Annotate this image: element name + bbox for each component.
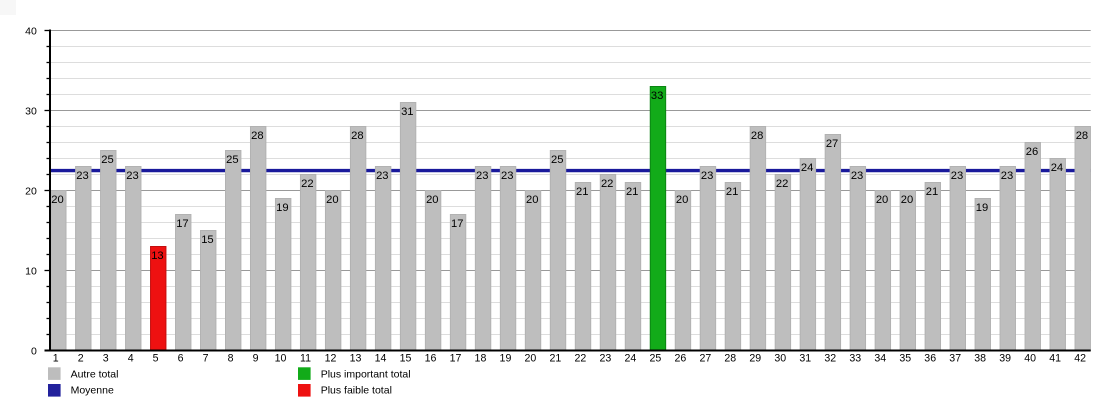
- svg-text:30: 30: [774, 353, 786, 365]
- svg-text:25: 25: [101, 154, 113, 166]
- svg-text:10: 10: [275, 353, 287, 365]
- svg-text:42: 42: [1074, 353, 1086, 365]
- svg-text:28: 28: [724, 353, 736, 365]
- svg-text:13: 13: [350, 353, 362, 365]
- svg-text:20: 20: [676, 194, 688, 206]
- svg-text:22: 22: [575, 353, 587, 365]
- svg-text:39: 39: [999, 353, 1011, 365]
- svg-text:1: 1: [53, 353, 59, 365]
- svg-text:27: 27: [826, 138, 838, 150]
- svg-text:22: 22: [601, 178, 613, 190]
- svg-text:21: 21: [576, 186, 588, 198]
- svg-text:17: 17: [176, 218, 188, 230]
- svg-text:15: 15: [201, 234, 213, 246]
- svg-text:40: 40: [25, 25, 37, 37]
- svg-text:Autre total: Autre total: [71, 368, 119, 380]
- svg-text:38: 38: [974, 353, 986, 365]
- svg-text:28: 28: [751, 130, 763, 142]
- svg-text:23: 23: [501, 170, 513, 182]
- svg-text:20: 20: [901, 194, 913, 206]
- svg-text:23: 23: [126, 170, 138, 182]
- svg-text:23: 23: [701, 170, 713, 182]
- svg-text:22: 22: [301, 178, 313, 190]
- svg-text:26: 26: [1026, 146, 1038, 158]
- svg-text:23: 23: [476, 170, 488, 182]
- svg-text:23: 23: [376, 170, 388, 182]
- svg-text:16: 16: [425, 353, 437, 365]
- svg-text:20: 20: [326, 194, 338, 206]
- svg-text:24: 24: [801, 162, 813, 174]
- svg-text:15: 15: [400, 353, 412, 365]
- svg-text:21: 21: [550, 353, 562, 365]
- svg-text:24: 24: [1051, 162, 1063, 174]
- svg-text:24: 24: [624, 353, 636, 365]
- svg-text:23: 23: [951, 170, 963, 182]
- svg-text:20: 20: [25, 185, 37, 197]
- svg-text:12: 12: [325, 353, 337, 365]
- svg-text:23: 23: [851, 170, 863, 182]
- svg-text:23: 23: [599, 353, 611, 365]
- svg-text:28: 28: [351, 130, 363, 142]
- svg-text:9: 9: [253, 353, 259, 365]
- svg-text:17: 17: [450, 353, 462, 365]
- svg-text:22: 22: [776, 178, 788, 190]
- svg-text:20: 20: [525, 353, 537, 365]
- svg-text:28: 28: [251, 130, 263, 142]
- svg-text:19: 19: [976, 202, 988, 214]
- svg-text:0: 0: [31, 345, 37, 357]
- svg-text:20: 20: [876, 194, 888, 206]
- svg-text:11: 11: [300, 353, 311, 365]
- svg-text:Plus faible total: Plus faible total: [321, 385, 392, 397]
- svg-text:8: 8: [228, 353, 234, 365]
- svg-text:31: 31: [401, 106, 413, 118]
- svg-text:32: 32: [824, 353, 836, 365]
- svg-text:Plus important total: Plus important total: [321, 368, 411, 380]
- svg-text:25: 25: [551, 154, 563, 166]
- svg-text:23: 23: [1001, 170, 1013, 182]
- svg-text:31: 31: [799, 353, 811, 365]
- svg-text:23: 23: [76, 170, 88, 182]
- svg-text:5: 5: [153, 353, 159, 365]
- svg-text:6: 6: [178, 353, 184, 365]
- svg-text:33: 33: [651, 90, 663, 102]
- svg-text:20: 20: [426, 194, 438, 206]
- svg-text:30: 30: [25, 105, 37, 117]
- svg-text:40: 40: [1024, 353, 1036, 365]
- svg-text:25: 25: [226, 154, 238, 166]
- svg-text:26: 26: [674, 353, 686, 365]
- svg-text:25: 25: [649, 353, 661, 365]
- svg-text:7: 7: [203, 353, 209, 365]
- svg-text:19: 19: [276, 202, 288, 214]
- svg-text:13: 13: [151, 250, 163, 262]
- svg-text:33: 33: [849, 353, 861, 365]
- svg-text:29: 29: [749, 353, 761, 365]
- svg-text:14: 14: [375, 353, 387, 365]
- svg-text:21: 21: [726, 186, 738, 198]
- svg-text:37: 37: [949, 353, 961, 365]
- svg-text:19: 19: [500, 353, 512, 365]
- svg-text:17: 17: [451, 218, 463, 230]
- svg-text:20: 20: [51, 194, 63, 206]
- svg-text:Moyenne: Moyenne: [71, 385, 114, 397]
- svg-text:41: 41: [1049, 353, 1061, 365]
- svg-text:34: 34: [874, 353, 886, 365]
- svg-text:21: 21: [926, 186, 938, 198]
- svg-text:10: 10: [25, 265, 37, 277]
- svg-text:4: 4: [128, 353, 134, 365]
- svg-text:27: 27: [699, 353, 711, 365]
- svg-text:35: 35: [899, 353, 911, 365]
- svg-text:3: 3: [103, 353, 109, 365]
- svg-text:28: 28: [1076, 130, 1088, 142]
- svg-text:18: 18: [475, 353, 487, 365]
- svg-text:36: 36: [924, 353, 936, 365]
- svg-text:20: 20: [526, 194, 538, 206]
- svg-text:21: 21: [626, 186, 638, 198]
- svg-text:2: 2: [78, 353, 84, 365]
